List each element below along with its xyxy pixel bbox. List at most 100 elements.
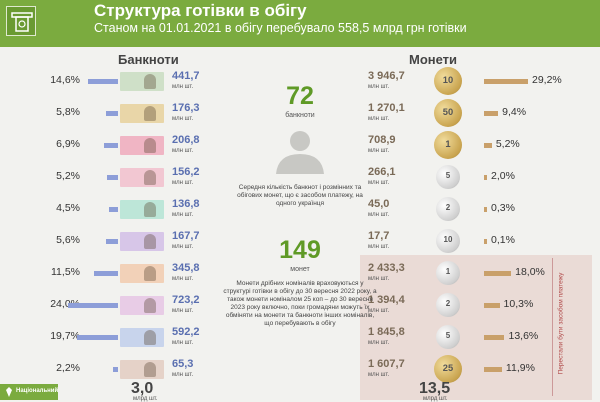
banknote-share: 2,2%	[56, 362, 80, 374]
nbu-emblem-icon	[6, 387, 12, 397]
banknote-count: 206,8	[172, 134, 200, 146]
banknote-count: 65,3	[172, 358, 194, 370]
coin-50-kop-icon: 50	[434, 99, 462, 127]
banknote-10-hryvnia-icon	[120, 168, 164, 187]
avg-coins-unit: монет	[290, 266, 310, 273]
banknote-count: 176,3	[172, 102, 200, 114]
coin-2-kop-b-icon: 2	[436, 293, 460, 317]
banknotes-total-unit: млрд шт.	[133, 396, 158, 402]
coin-share: 0,1%	[491, 234, 515, 246]
coin-share: 18,0%	[515, 266, 545, 278]
coin-share: 29,2%	[532, 74, 562, 86]
coin-count: 45,0	[368, 198, 390, 210]
coin-share-bar	[484, 271, 512, 276]
banknote-share-bar	[94, 271, 118, 276]
coin-share: 10,3%	[503, 298, 534, 310]
banknote-count-unit: млн шт.	[172, 308, 194, 314]
avg-banknotes-unit: банкноти	[285, 112, 315, 119]
coins-total-unit: млрд шт.	[423, 396, 448, 402]
banknote-100-hryvnia-icon	[120, 264, 164, 283]
page-title: Структура готівки в обігу	[94, 1, 307, 20]
banknote-share: 14,6%	[50, 74, 80, 86]
banknote-share-bar	[107, 175, 118, 180]
banknote-share: 6,9%	[56, 138, 80, 150]
avg-banknotes-number: 72	[286, 82, 314, 110]
banknote-share: 4,5%	[56, 202, 80, 214]
coin-count-unit: млн шт.	[368, 340, 390, 346]
banknote-share: 11,5%	[51, 266, 80, 278]
coin-25-kop-icon: 25	[434, 355, 462, 383]
coin-count: 17,7	[368, 230, 390, 242]
banknote-5-hryvnia-icon	[120, 136, 164, 155]
banknote-count: 723,2	[172, 294, 200, 306]
banknote-count: 156,2	[172, 166, 200, 178]
banknote-share: 5,8%	[56, 106, 80, 118]
banknote-count: 167,7	[172, 230, 200, 242]
withdrawn-coins-panel	[360, 255, 592, 400]
banknote-share: 19,7%	[50, 330, 80, 342]
coin-share-bar	[484, 143, 492, 148]
page-subtitle: Станом на 01.01.2021 в обігу перебувало …	[94, 21, 467, 35]
banknote-share-bar	[108, 207, 118, 212]
coin-count-unit: млн шт.	[368, 148, 390, 154]
coin-share-bar	[484, 79, 528, 84]
coin-share-bar	[484, 207, 487, 212]
banknote-count-unit: млн шт.	[172, 212, 194, 218]
banknote-1-hryvnia-icon	[120, 72, 164, 91]
banknote-share-bar	[103, 143, 118, 148]
coin-count-unit: млн шт.	[368, 116, 390, 122]
coin-share: 9,4%	[502, 106, 527, 118]
coin-10-kop-icon: 10	[434, 67, 462, 95]
banknote-count-unit: млн шт.	[172, 276, 194, 282]
coin-count: 1 607,7	[368, 358, 405, 370]
banknote-share-bar	[106, 239, 118, 244]
coin-share-bar	[484, 367, 502, 372]
cash-logo-icon	[6, 6, 36, 36]
coin-1-hryvnia-old-icon: 1	[434, 131, 462, 159]
banknote-count: 441,7	[172, 70, 200, 82]
coin-count: 266,1	[368, 166, 396, 178]
banknotes-heading: Банкноти	[118, 52, 179, 67]
banknote-200-hryvnia-icon	[120, 296, 164, 315]
banknote-count-unit: млн шт.	[172, 340, 194, 346]
banknote-count-unit: млн шт.	[172, 148, 194, 154]
banknote-count: 345,8	[172, 262, 200, 274]
coin-count: 708,9	[368, 134, 396, 146]
banknote-share: 5,6%	[56, 234, 80, 246]
coin-count-unit: млн шт.	[368, 308, 390, 314]
coin-share-bar	[484, 239, 487, 244]
coin-share-bar	[484, 335, 505, 340]
banknote-count: 592,2	[172, 326, 200, 338]
coin-count: 2 433,3	[368, 262, 405, 274]
banknote-20-hryvnia-icon	[120, 200, 164, 219]
coin-share: 2,0%	[491, 170, 515, 182]
coin-count-unit: млн шт.	[368, 212, 390, 218]
coin-share-bar	[484, 175, 487, 180]
coin-count-unit: млн шт.	[368, 276, 390, 282]
banknote-share-bar	[76, 335, 118, 340]
coins-total: 13,5	[419, 380, 451, 397]
coin-share: 5,2%	[495, 138, 520, 150]
coin-10-hryvnia-icon: 10	[436, 229, 460, 253]
coin-2-kop-icon: 2	[436, 197, 460, 221]
banknote-count-unit: млн шт.	[172, 180, 194, 186]
banknote-50-hryvnia-icon	[120, 232, 164, 251]
nbu-logo: Національний	[0, 384, 58, 400]
banknote-count-unit: млн шт.	[172, 372, 194, 378]
coin-1-kop-icon: 1	[436, 261, 460, 285]
coin-count: 1 270,1	[368, 102, 405, 114]
coin-count: 1 845,8	[368, 326, 405, 338]
coin-5-kop-icon: 5	[436, 165, 460, 189]
coin-count: 1 394,4	[368, 294, 405, 306]
coins-note: Монети дрібних номіналів враховуються у …	[223, 280, 377, 327]
coin-count: 3 946,7	[368, 70, 405, 82]
avg-coins-number: 149	[279, 236, 321, 264]
coin-count-unit: млн шт.	[368, 244, 390, 250]
banknotes-total: 3,0	[131, 380, 154, 397]
banknote-1000-hryvnia-icon	[120, 360, 164, 379]
banknote-share-bar	[87, 79, 118, 84]
header-bar: Структура готівки в обігу Станом на 01.0…	[0, 0, 600, 47]
withdrawn-coins-label: Перестали бути засобом платежу	[552, 258, 565, 396]
coin-share: 11,9%	[505, 362, 535, 374]
banknote-count-unit: млн шт.	[172, 244, 194, 250]
